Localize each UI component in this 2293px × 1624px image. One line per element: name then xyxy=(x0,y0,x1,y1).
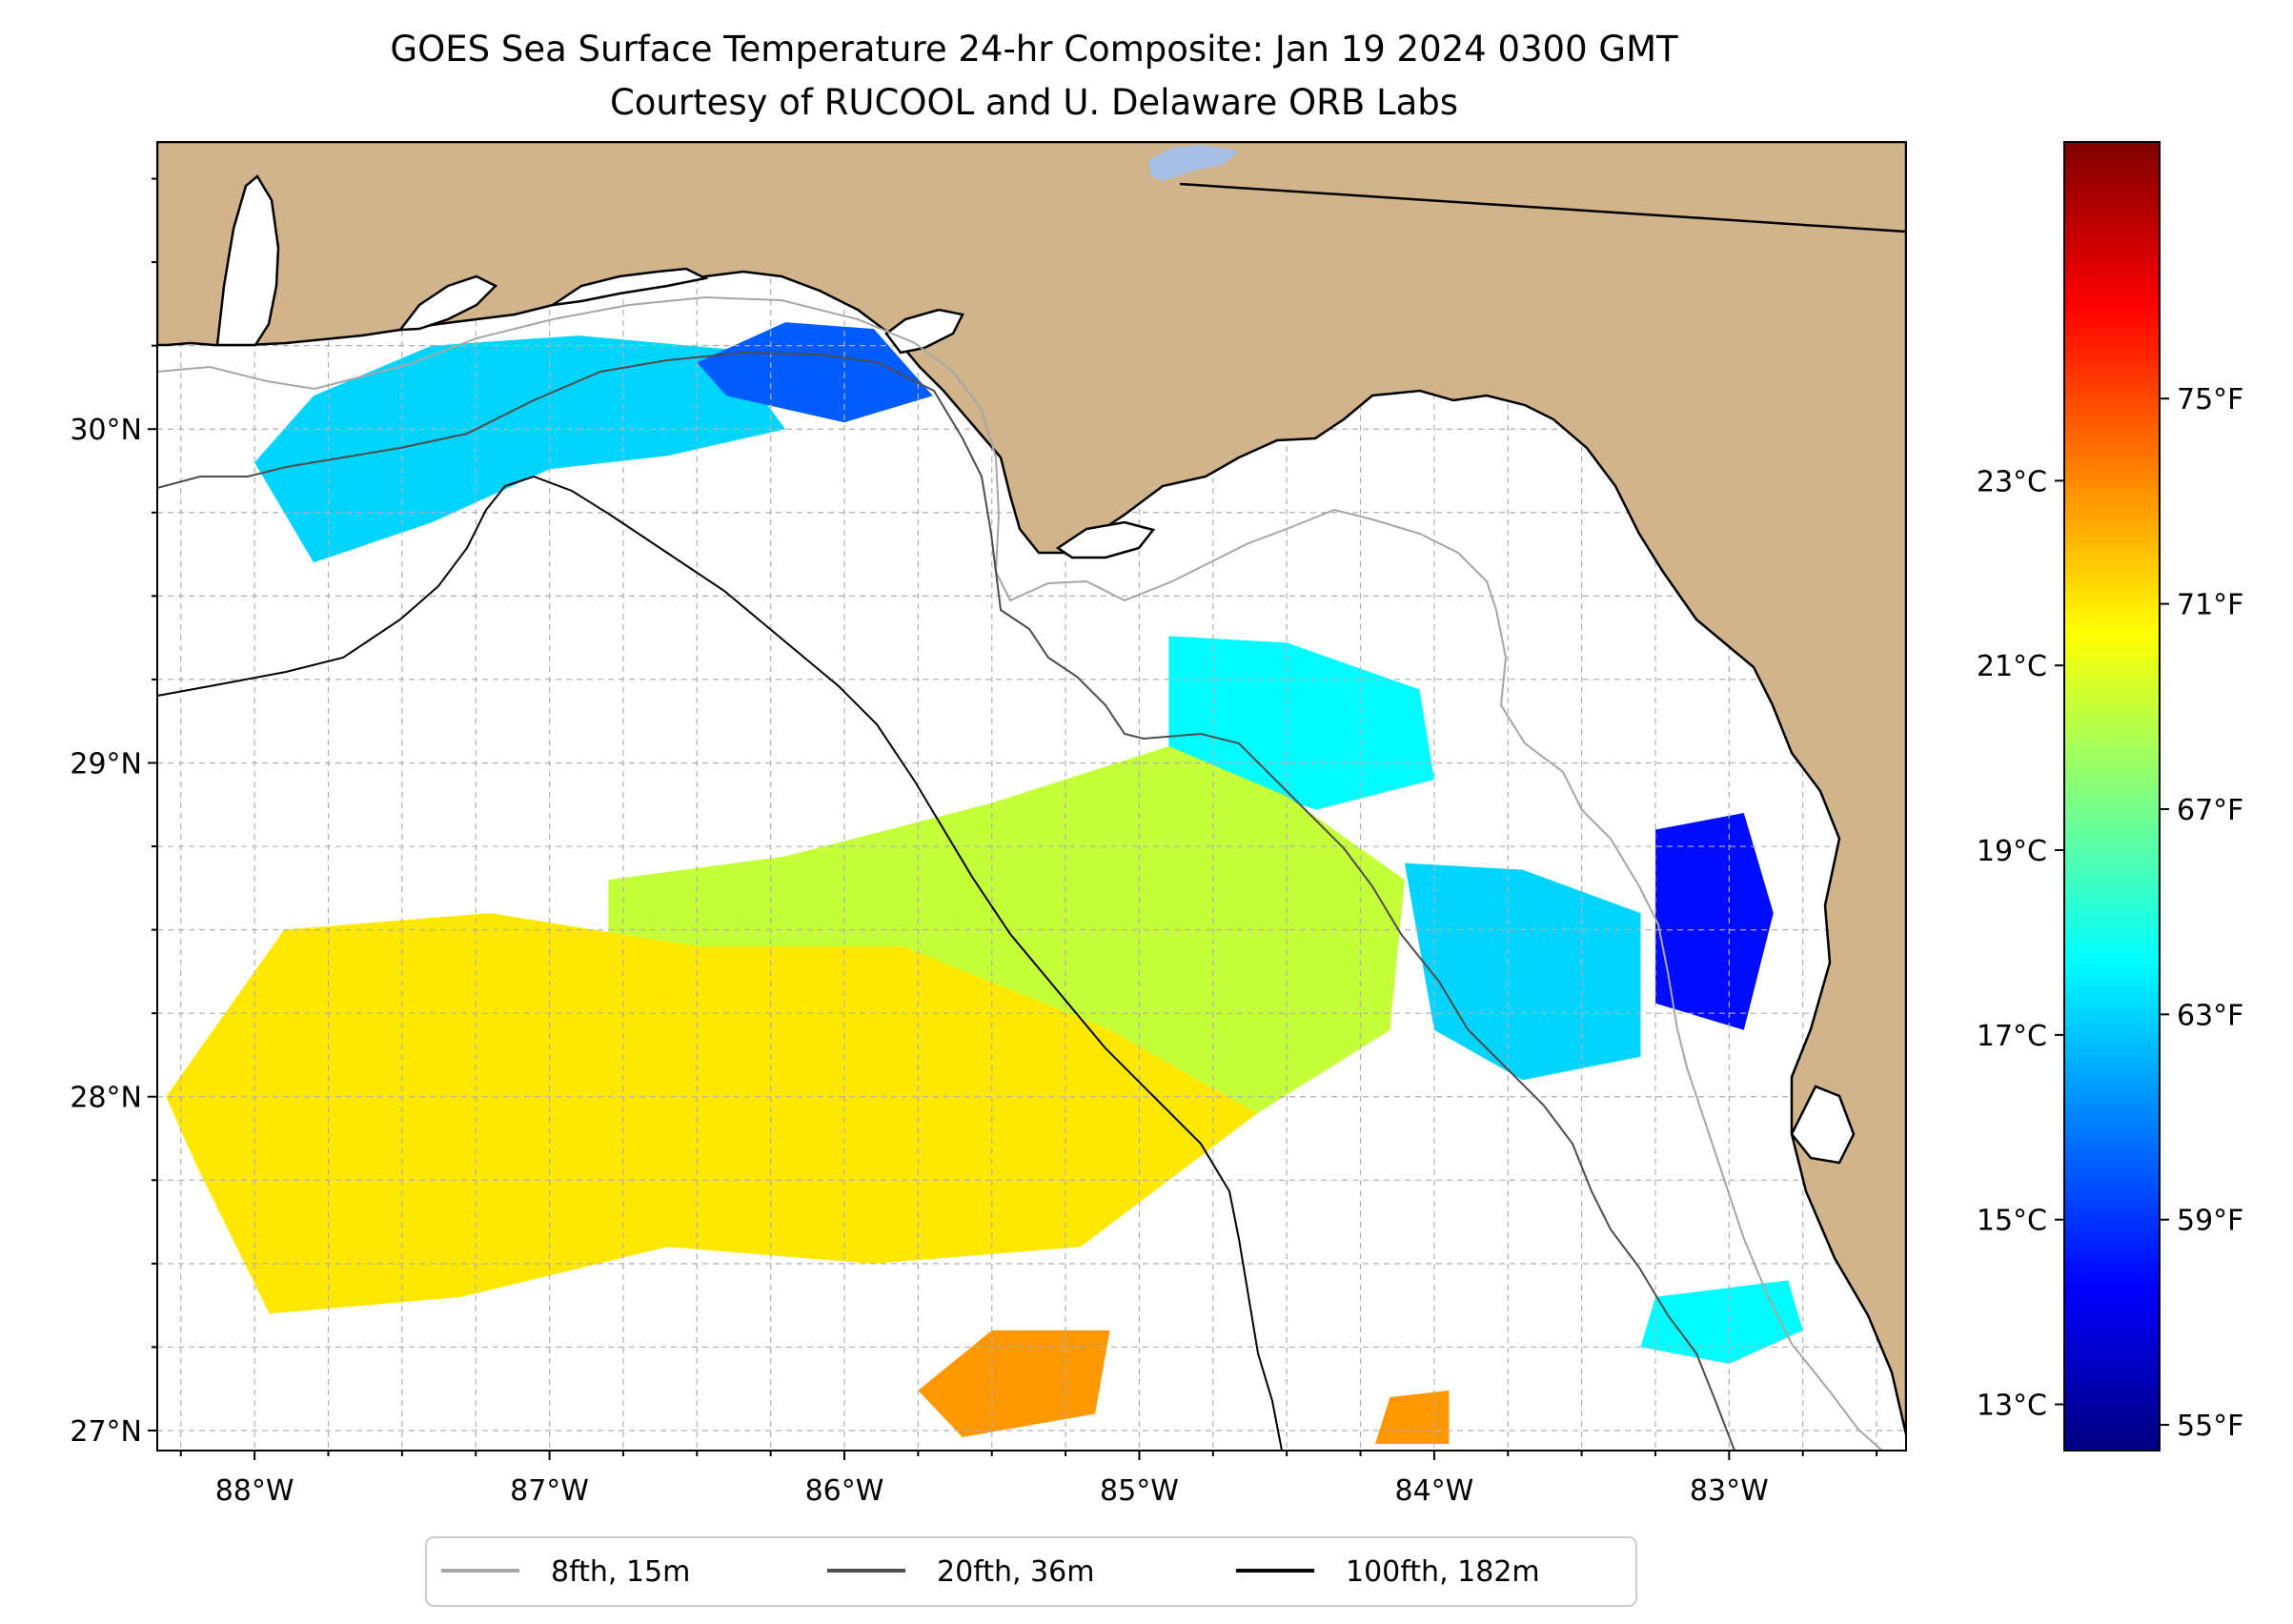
choctawhatchee-bay xyxy=(552,267,709,307)
lon-tick-label: 87°W xyxy=(510,1474,589,1508)
lat-tick-label: 27°N xyxy=(70,1415,142,1449)
lon-tick-label: 86°W xyxy=(805,1474,884,1508)
figure-title: GOES Sea Surface Temperature 24-hr Compo… xyxy=(390,29,1678,70)
sst-patch-south-cyan-blob xyxy=(1640,1280,1803,1364)
figure-subtitle: Courtesy of RUCOOL and U. Delaware ORB L… xyxy=(610,82,1458,123)
latitude-ticks: 27°N 28°N 29°N 30°N xyxy=(70,177,157,1449)
contour-100fth xyxy=(157,475,1283,1451)
lon-tick-label: 85°W xyxy=(1100,1474,1179,1508)
sst-patch-panhandle-west xyxy=(254,335,786,563)
fahrenheit-tick-label: 67°F xyxy=(2177,794,2243,827)
colorbar-gradient xyxy=(2063,141,2161,1451)
contour-8fth xyxy=(157,295,1883,1451)
map-frame xyxy=(156,141,1907,1451)
fahrenheit-tick-label: 59°F xyxy=(2177,1205,2243,1238)
celsius-tick-label: 15°C xyxy=(1977,1205,2047,1238)
map-panel: 88°W 87°W 86°W 85°W 84°W 83°W 27°N 28°N 29°N 30°… xyxy=(70,141,1907,1508)
state-boundary xyxy=(1179,182,1906,233)
fahrenheit-tick-label: 71°F xyxy=(2177,589,2243,622)
celsius-tick-label: 23°C xyxy=(1977,465,2047,498)
contour-20fth xyxy=(157,351,1735,1451)
sst-patch-panhandle-destin xyxy=(697,322,933,423)
apalachicola-bay xyxy=(1055,520,1156,559)
contour-legend: 8fth, 15m 20fth, 36m 100fth, 182m xyxy=(425,1536,1637,1607)
mobile-bay xyxy=(215,174,280,347)
sst-patch-crystal-river-blue xyxy=(1655,813,1774,1030)
legend-label-100fth: 100fth, 182m xyxy=(1346,1555,1540,1589)
lat-tick-label: 29°N xyxy=(70,747,142,781)
lake xyxy=(1148,145,1239,181)
legend-label-20fth: 20fth, 36m xyxy=(937,1555,1094,1589)
sst-patch-gulf-south-orange xyxy=(166,913,1258,1314)
land-mass xyxy=(157,142,1906,1435)
lat-tick-label: 30°N xyxy=(70,414,142,447)
celsius-tick-label: 21°C xyxy=(1977,650,2047,683)
lon-tick-label: 83°W xyxy=(1690,1474,1769,1508)
lon-tick-label: 88°W xyxy=(215,1474,294,1508)
celsius-tick-label: 17°C xyxy=(1977,1020,2047,1053)
lat-tick-label: 28°N xyxy=(70,1082,142,1115)
legend-box xyxy=(425,1536,1637,1607)
lon-tick-label: 84°W xyxy=(1394,1474,1473,1508)
fahrenheit-tick-label: 55°F xyxy=(2177,1410,2243,1443)
fahrenheit-tick-label: 63°F xyxy=(2177,999,2243,1032)
celsius-tick-label: 13°C xyxy=(1977,1390,2047,1423)
temperature-colorbar: 13°C 15°C 17°C 19°C 21°C 23°C 55°F 59°F 63°F 67°… xyxy=(1977,141,2243,1451)
pensacola-bay xyxy=(397,274,498,332)
colorbar-fahrenheit-ticks: 55°F 59°F 63°F 67°F 71°F 75°F xyxy=(2160,383,2243,1443)
fahrenheit-tick-label: 75°F xyxy=(2177,383,2243,416)
tampa-bay xyxy=(1790,1085,1856,1165)
longitude-ticks: 88°W 87°W 86°W 85°W 84°W 83°W xyxy=(179,1451,1878,1508)
sst-patch-south-orange-blob-1 xyxy=(918,1330,1110,1437)
celsius-tick-label: 19°C xyxy=(1977,835,2047,868)
legend-label-8fth: 8fth, 15m xyxy=(551,1555,690,1589)
st-andrew-bay xyxy=(884,308,964,355)
colorbar-celsius-ticks: 13°C 15°C 17°C 19°C 21°C 23°C xyxy=(1977,465,2064,1423)
